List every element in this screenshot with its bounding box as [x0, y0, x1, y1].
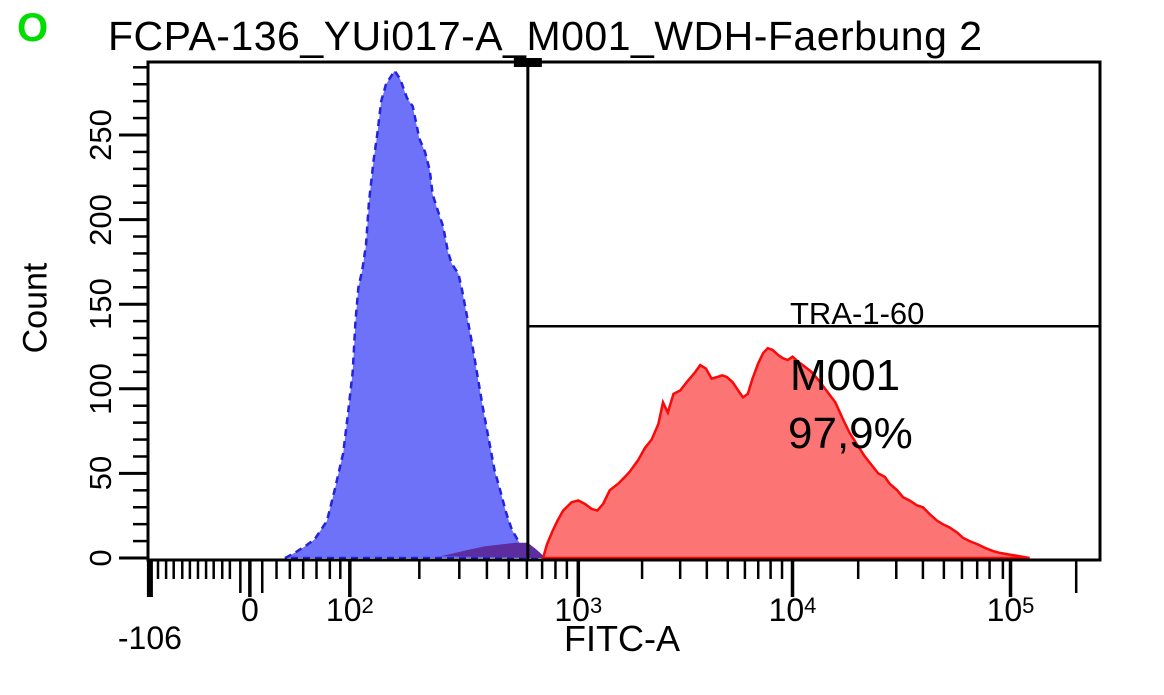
- y-tick-label: 100: [83, 362, 118, 415]
- well-indicator: O: [17, 6, 49, 50]
- y-tick-label: 0: [83, 549, 118, 567]
- y-axis-title: Count: [16, 262, 55, 354]
- gate-stat-value: 97,9%: [788, 409, 913, 458]
- y-tick-label: 200: [83, 193, 118, 246]
- y-tick-label: 50: [83, 456, 118, 491]
- histogram-tra-1-60-stained: [541, 346, 1030, 560]
- x-tick-label: 105: [986, 592, 1035, 628]
- x-tick-label: 104: [768, 592, 817, 628]
- y-tick-label: 250: [83, 109, 118, 161]
- x-tick-label: 0: [240, 592, 259, 628]
- y-tick-label: 150: [83, 278, 118, 331]
- x-tick-label: -106: [117, 620, 182, 656]
- histogram-negative-control: [284, 68, 546, 560]
- gate-label: TRA-1-60: [790, 296, 925, 331]
- x-axis-title: FITC-A: [564, 618, 680, 659]
- x-tick-label: 102: [325, 592, 374, 628]
- chart-title: FCPA-136_YUi017-A_M001_WDH-Faerbung 2: [108, 13, 983, 59]
- histogram-overlap: [440, 542, 546, 558]
- plot-border: [146, 60, 1102, 562]
- gate-stat-name: M001: [790, 351, 901, 400]
- x-tick-label: 103: [554, 592, 603, 628]
